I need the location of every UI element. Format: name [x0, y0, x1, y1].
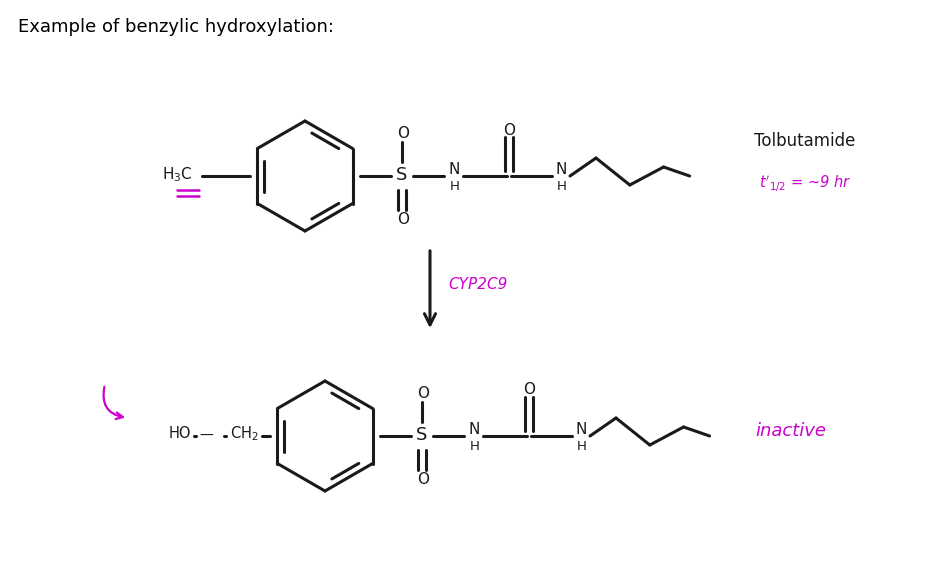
- Text: S: S: [396, 166, 407, 184]
- Text: S: S: [416, 426, 427, 444]
- Text: inactive: inactive: [754, 422, 826, 440]
- Text: HO: HO: [168, 427, 191, 441]
- Text: Tolbutamide: Tolbutamide: [753, 132, 855, 150]
- Text: N: N: [468, 422, 479, 438]
- Text: H: H: [470, 440, 479, 453]
- Text: O: O: [397, 126, 408, 140]
- Text: O: O: [417, 385, 429, 401]
- Text: H: H: [449, 181, 460, 194]
- Text: $t'_{1/2}$ = ~9 hr: $t'_{1/2}$ = ~9 hr: [758, 174, 851, 194]
- Text: O: O: [503, 122, 515, 138]
- Text: CH$_2$: CH$_2$: [229, 424, 258, 443]
- Text: H: H: [577, 440, 586, 453]
- Text: H$_3$C: H$_3$C: [162, 166, 193, 185]
- Text: Example of benzylic hydroxylation:: Example of benzylic hydroxylation:: [18, 18, 333, 36]
- Text: O: O: [397, 212, 408, 226]
- Text: O: O: [417, 471, 429, 487]
- Text: —: —: [199, 429, 212, 443]
- Text: N: N: [575, 422, 586, 438]
- Text: O: O: [522, 383, 534, 397]
- Text: CYP2C9: CYP2C9: [447, 277, 506, 292]
- Text: N: N: [555, 162, 566, 178]
- Text: N: N: [447, 162, 460, 178]
- Text: H: H: [557, 181, 566, 194]
